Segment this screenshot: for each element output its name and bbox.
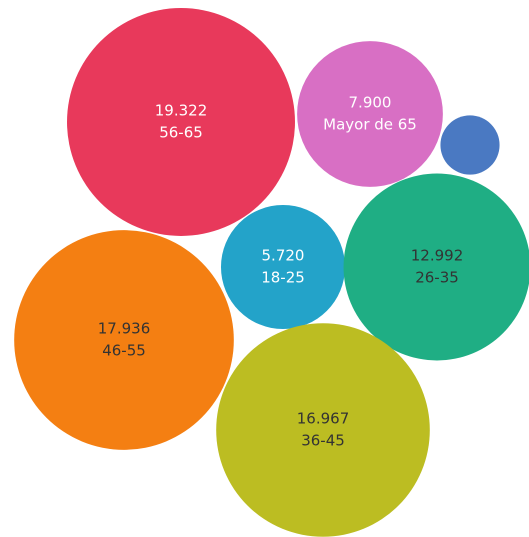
- category-label: 18-25: [261, 269, 305, 287]
- value-label: 7.900: [349, 94, 392, 112]
- value-label: 12.992: [411, 247, 464, 265]
- category-label: 46-55: [102, 342, 146, 360]
- value-label: 16.967: [297, 410, 350, 428]
- bubble: [216, 323, 430, 537]
- bubble: [343, 173, 529, 361]
- bubble: [297, 41, 443, 187]
- bubble: [220, 204, 346, 330]
- bubble: [67, 8, 295, 236]
- value-label: 19.322: [155, 102, 208, 120]
- category-label: Mayor de 65: [323, 116, 417, 134]
- value-label: 17.936: [98, 320, 151, 338]
- bubble: [14, 230, 234, 450]
- category-label: 56-65: [159, 124, 203, 142]
- bubble: [440, 115, 500, 175]
- category-label: 26-35: [415, 269, 459, 287]
- value-label: 5.720: [262, 247, 305, 265]
- category-label: 36-45: [301, 432, 345, 450]
